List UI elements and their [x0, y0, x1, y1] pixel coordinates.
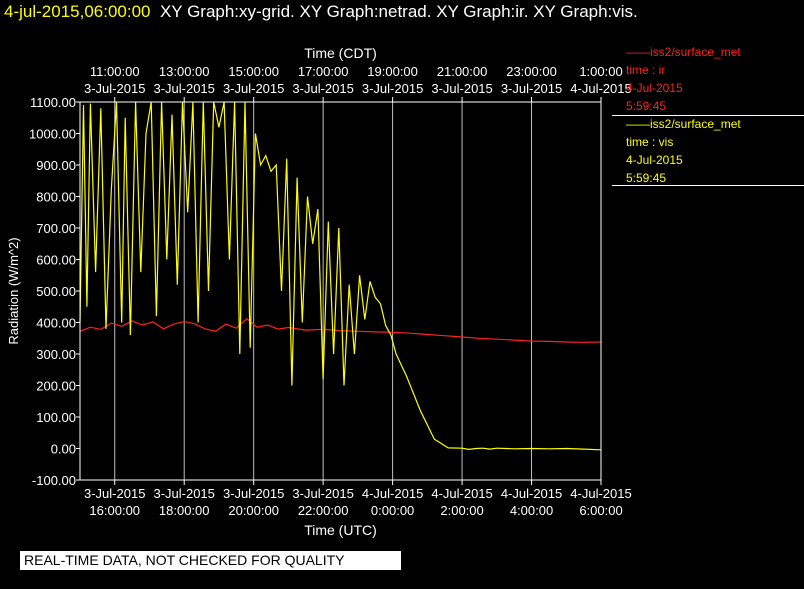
- legend-vis-time: 5:59:45: [626, 171, 667, 185]
- y-tick-label: 900.00: [36, 158, 76, 173]
- y-tick-label: 600.00: [36, 253, 76, 268]
- legend-vis: ——iss2/surface_met time : vis 4-Jul-2015…: [626, 115, 804, 187]
- x-tick-label-date: 4-Jul-2015: [570, 486, 631, 501]
- y-tick-label: 100.00: [36, 410, 76, 425]
- x-axis-label: Time (UTC): [304, 522, 377, 538]
- chart-grid: [114, 102, 533, 480]
- legend-ir-time: 5:59:45: [626, 99, 667, 113]
- legend-vis-date: 4-Jul-2015: [626, 153, 683, 167]
- x-tick-label-date: 3-Jul-2015: [84, 486, 145, 501]
- x-tick-label-date: 3-Jul-2015: [153, 486, 214, 501]
- x-top-tick-label-date: 3-Jul-2015: [223, 81, 284, 96]
- x-tick-label-date: 3-Jul-2015: [223, 486, 284, 501]
- quality-disclaimer: REAL-TIME DATA, NOT CHECKED FOR QUALITY: [20, 551, 401, 570]
- x-top-tick-label-time: 21:00:00: [437, 64, 488, 79]
- y-tick-label: 400.00: [36, 316, 76, 331]
- legend-ir-variable: time : ir: [626, 63, 666, 77]
- x-tick-label-date: 3-Jul-2015: [292, 486, 353, 501]
- x-top-tick-label-date: 4-Jul-2015: [570, 81, 631, 96]
- x-top-tick-label-date: 3-Jul-2015: [501, 81, 562, 96]
- y-tick-label: 1100.00: [30, 95, 76, 110]
- x-tick-label-time: 16:00:00: [89, 503, 140, 518]
- legend-separator-1: [612, 115, 804, 116]
- chart-axes: -100.00 0.00 100.00 200.00 300.00 400.00 500.0…: [29, 64, 632, 518]
- graph-header: 4-jul-2015,06:00:00 XY Graph:xy-grid. XY…: [4, 2, 638, 22]
- header-graph-list: XY Graph:xy-grid. XY Graph:netrad. XY Gr…: [159, 2, 638, 21]
- x-top-tick-label-time: 19:00:00: [367, 64, 418, 79]
- x-top-tick-label-time: 11:00:00: [90, 64, 140, 79]
- x-tick-label-date: 4-Jul-2015: [362, 486, 423, 501]
- x-top-tick-label-date: 3-Jul-2015: [84, 81, 145, 96]
- series-line-vis: [79, 101, 602, 451]
- legend-ir-source: ——iss2/surface_met: [626, 45, 741, 59]
- series-line-ir: [79, 317, 602, 343]
- x-top-tick-label-time: 1:00:00: [579, 64, 622, 79]
- legend-separator-2: [612, 185, 804, 186]
- x-axis-label-top: Time (CDT): [304, 45, 377, 61]
- x-top-tick-label-time: 13:00:00: [159, 64, 210, 79]
- x-top-tick-label-time: 23:00:00: [506, 64, 557, 79]
- x-tick-label-date: 4-Jul-2015: [501, 486, 562, 501]
- x-tick-label-time: 20:00:00: [228, 503, 279, 518]
- y-axis-label: Radiation (W/m^2): [6, 237, 21, 344]
- x-top-tick-label-date: 3-Jul-2015: [431, 81, 492, 96]
- y-tick-label: 800.00: [36, 190, 76, 205]
- chart-series: [79, 101, 602, 451]
- legend-ir: ——iss2/surface_met time : ir 4-Jul-2015 …: [626, 43, 804, 115]
- legend-vis-variable: time : vis: [626, 135, 674, 149]
- header-timestamp: 4-jul-2015,06:00:00: [4, 2, 151, 21]
- y-tick-label: 300.00: [36, 347, 76, 362]
- x-top-tick-label-date: 3-Jul-2015: [362, 81, 423, 96]
- x-tick-label-time: 6:00:00: [579, 503, 622, 518]
- x-top-tick-label-time: 15:00:00: [228, 64, 279, 79]
- x-top-tick-label-date: 3-Jul-2015: [153, 81, 214, 96]
- y-tick-label: 500.00: [36, 284, 76, 299]
- x-tick-label-date: 4-Jul-2015: [431, 486, 492, 501]
- x-top-tick-label-date: 3-Jul-2015: [292, 81, 353, 96]
- x-tick-label-time: 0:00:00: [371, 503, 414, 518]
- y-tick-label: 0.00: [51, 442, 76, 457]
- legend-ir-date: 4-Jul-2015: [626, 81, 683, 95]
- y-tick-label: -100.00: [32, 473, 76, 488]
- x-tick-label-time: 22:00:00: [298, 503, 349, 518]
- x-tick-label-time: 18:00:00: [159, 503, 210, 518]
- x-tick-label-time: 4:00:00: [510, 503, 553, 518]
- x-top-tick-label-time: 17:00:00: [298, 64, 349, 79]
- y-tick-label: 200.00: [36, 379, 76, 394]
- x-tick-label-time: 2:00:00: [440, 503, 483, 518]
- y-tick-label: 1000.00: [29, 127, 76, 142]
- legend-vis-source: ——iss2/surface_met: [626, 117, 741, 131]
- y-tick-label: 700.00: [36, 221, 76, 236]
